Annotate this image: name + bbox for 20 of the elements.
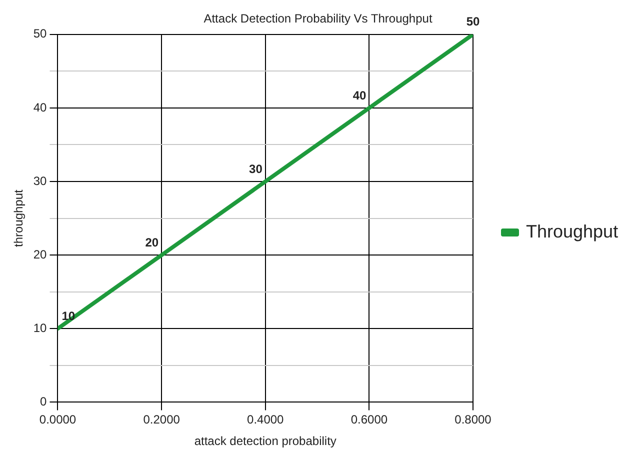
y-tick-label: 0 bbox=[40, 394, 48, 409]
data-label: 10 bbox=[62, 308, 76, 323]
chart-title: Attack Detection Probability Vs Throughput bbox=[204, 12, 433, 26]
y-tick-label: 40 bbox=[33, 100, 48, 114]
x-tick-label: 0.8000 bbox=[454, 412, 492, 427]
y-axis-title: throughput bbox=[12, 188, 26, 247]
x-axis-title: attack detection probability bbox=[194, 434, 336, 448]
y-tick-label: 30 bbox=[33, 174, 48, 188]
x-tick-label: 0.2000 bbox=[143, 412, 180, 427]
y-tick-label: 50 bbox=[33, 26, 48, 41]
data-label: 30 bbox=[249, 162, 263, 176]
x-tick-label: 0.4000 bbox=[247, 412, 284, 427]
x-tick-label: 0.6000 bbox=[350, 412, 388, 427]
data-label: 20 bbox=[145, 235, 159, 250]
legend-label: Throughput bbox=[526, 221, 618, 242]
y-tick-label: 20 bbox=[33, 247, 48, 262]
y-tick-label: 10 bbox=[33, 320, 48, 335]
x-tick-label: 0.0000 bbox=[39, 412, 76, 427]
data-label: 40 bbox=[352, 88, 366, 102]
data-label: 50 bbox=[466, 14, 480, 29]
